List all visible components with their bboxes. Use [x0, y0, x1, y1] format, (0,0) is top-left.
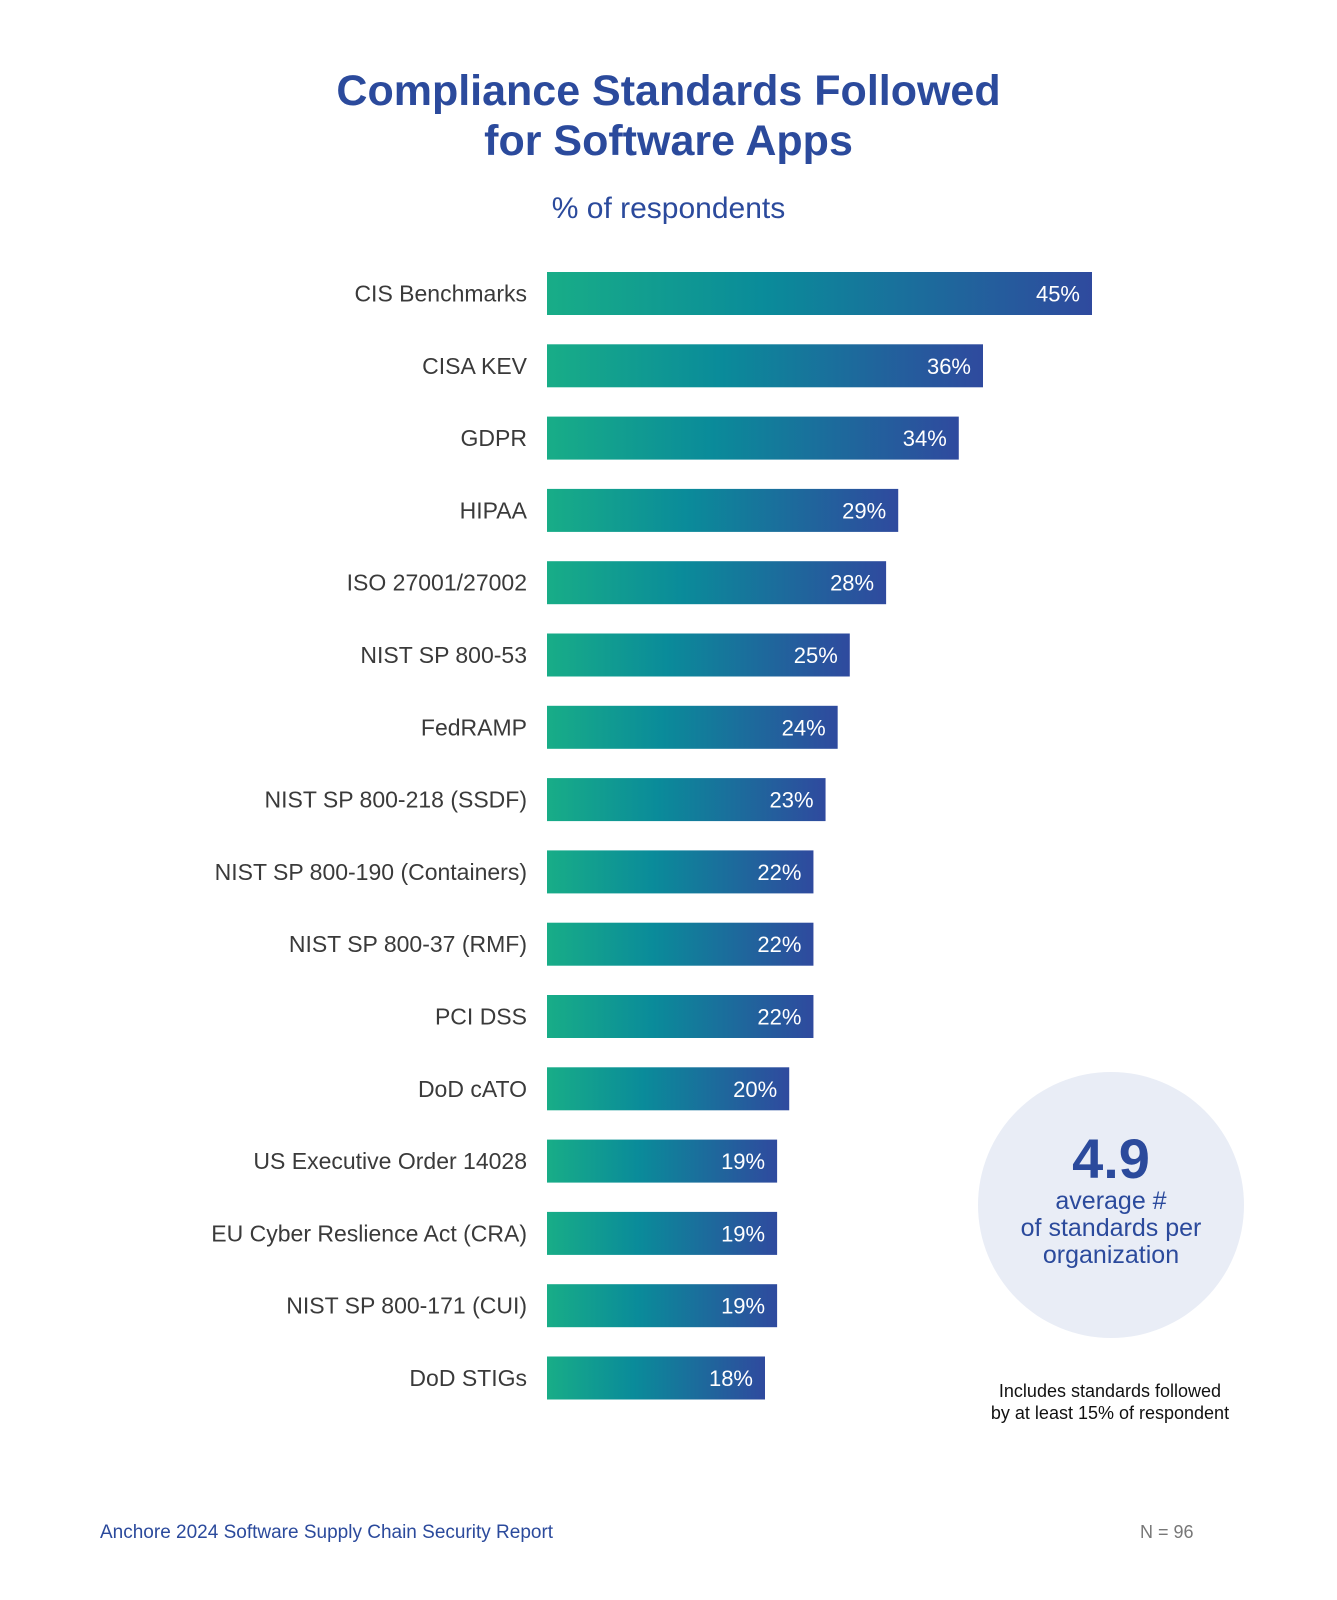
category-label: CISA KEV	[422, 353, 527, 379]
category-label: GDPR	[461, 425, 527, 451]
bar-value-label: 24%	[782, 715, 826, 740]
bar	[547, 561, 887, 605]
chart-subtitle: % of respondents	[551, 192, 786, 225]
bar-chart: CIS Benchmarks 45% CISA KEV 36% GDPR 34% HIPAA…	[211, 272, 1092, 1400]
average-stat-value: 4.9	[1072, 1127, 1150, 1190]
bar-value-label: 45%	[1036, 282, 1080, 307]
average-stat-line-1: average #	[1055, 1187, 1167, 1215]
bar	[547, 416, 959, 460]
category-label: DoD STIGs	[409, 1365, 527, 1391]
bar	[547, 705, 838, 749]
category-label: PCI DSS	[435, 1004, 527, 1030]
category-label: NIST SP 800-190 (Containers)	[215, 859, 527, 885]
chart-title-line-2: for Software Apps	[484, 117, 853, 165]
average-stat-circle: 4.9 average # of standards per organizat…	[978, 1072, 1244, 1338]
inclusion-note-line-2: by at least 15% of respondent	[990, 1403, 1230, 1423]
bar	[547, 995, 814, 1038]
category-label: US Executive Order 14028	[253, 1148, 527, 1174]
footer-source: Anchore 2024 Software Supply Chain Secur…	[100, 1522, 554, 1543]
bar-value-label: 36%	[927, 354, 971, 379]
bar	[547, 1139, 778, 1183]
chart-title-line-1: Compliance Standards Followed	[336, 67, 1001, 115]
bar	[547, 272, 1092, 315]
category-label: NIST SP 800-171 (CUI)	[286, 1293, 527, 1319]
bar-value-label: 22%	[757, 1005, 801, 1030]
bar	[547, 1211, 778, 1255]
bar	[547, 778, 826, 822]
bar	[547, 488, 899, 532]
category-label: HIPAA	[460, 497, 528, 523]
bar-value-label: 22%	[757, 860, 801, 885]
footer-sample-size: N = 96	[1140, 1522, 1194, 1542]
category-label: NIST SP 800-218 (SSDF)	[265, 787, 527, 813]
bar-value-label: 29%	[842, 498, 886, 523]
category-label: CIS Benchmarks	[354, 281, 527, 307]
average-stat-line-3: organization	[1042, 1241, 1180, 1269]
category-label: EU Cyber Reslience Act (CRA)	[211, 1220, 527, 1246]
bar-value-label: 34%	[903, 426, 947, 451]
category-label: DoD cATO	[418, 1076, 527, 1102]
category-label: NIST SP 800-53	[360, 642, 527, 668]
bar-value-label: 22%	[757, 932, 801, 957]
average-stat-line-2: of standards per	[1020, 1214, 1202, 1242]
bar	[547, 1356, 765, 1400]
bar-value-label: 19%	[721, 1149, 765, 1174]
bar-value-label: 18%	[709, 1366, 753, 1391]
bar-value-label: 23%	[770, 788, 814, 813]
bar	[547, 344, 983, 388]
bar	[547, 850, 814, 894]
bar-value-label: 20%	[733, 1077, 777, 1102]
category-label: NIST SP 800-37 (RMF)	[289, 931, 527, 957]
bar-value-label: 28%	[830, 571, 874, 596]
bar	[547, 633, 850, 677]
inclusion-note: Includes standards followed by at least …	[960, 1380, 1260, 1424]
bar	[547, 1067, 790, 1111]
inclusion-note-line-1: Includes standards followed	[998, 1381, 1222, 1401]
bar	[547, 922, 814, 966]
chart-title: Compliance Standards Followed for Softwa…	[0, 66, 1337, 166]
bar	[547, 1284, 778, 1328]
category-label: FedRAMP	[421, 714, 527, 740]
category-label: ISO 27001/27002	[347, 570, 527, 596]
bar-value-label: 25%	[794, 643, 838, 668]
bar-value-label: 19%	[721, 1221, 765, 1246]
bar-value-label: 19%	[721, 1294, 765, 1319]
